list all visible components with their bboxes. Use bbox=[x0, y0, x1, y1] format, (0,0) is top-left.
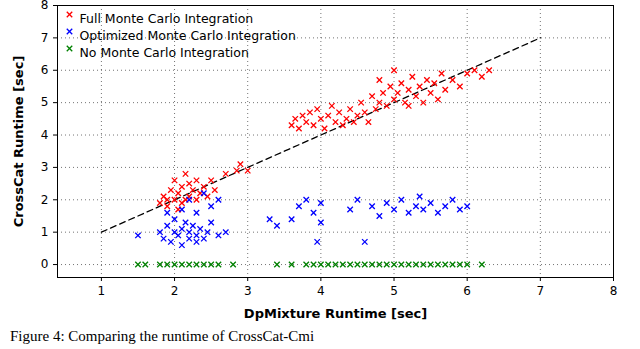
svg-text:8: 8 bbox=[41, 0, 49, 12]
svg-text:Full Monte Carlo Integration: Full Monte Carlo Integration bbox=[80, 11, 254, 26]
svg-text:6: 6 bbox=[41, 63, 49, 77]
svg-text:3: 3 bbox=[244, 284, 252, 298]
svg-text:8: 8 bbox=[610, 284, 618, 298]
svg-text:2: 2 bbox=[41, 193, 49, 207]
svg-text:3: 3 bbox=[41, 160, 49, 174]
svg-text:7: 7 bbox=[537, 284, 545, 298]
svg-text:4: 4 bbox=[41, 128, 49, 142]
svg-text:5: 5 bbox=[390, 284, 398, 298]
svg-text:1: 1 bbox=[98, 284, 106, 298]
svg-text:DpMixture Runtime [sec]: DpMixture Runtime [sec] bbox=[244, 306, 427, 321]
svg-text:6: 6 bbox=[463, 284, 471, 298]
html-text:Figure 4: Comparing the runtim: Figure 4: Comparing the runtime of Cross… bbox=[10, 328, 315, 344]
svg-text:2: 2 bbox=[171, 284, 179, 298]
svg-text:1: 1 bbox=[41, 225, 49, 239]
svg-text:0: 0 bbox=[41, 257, 49, 271]
svg-text:7: 7 bbox=[41, 31, 49, 45]
svg-text:No Monte Carlo Integration: No Monte Carlo Integration bbox=[80, 45, 249, 60]
svg-text:Optimized Monte Carlo Integrat: Optimized Monte Carlo Integration bbox=[80, 28, 296, 43]
svg-text:4: 4 bbox=[317, 284, 325, 298]
svg-text:CrossCat Runtime [sec]: CrossCat Runtime [sec] bbox=[11, 56, 26, 228]
svg-text:5: 5 bbox=[41, 95, 49, 109]
